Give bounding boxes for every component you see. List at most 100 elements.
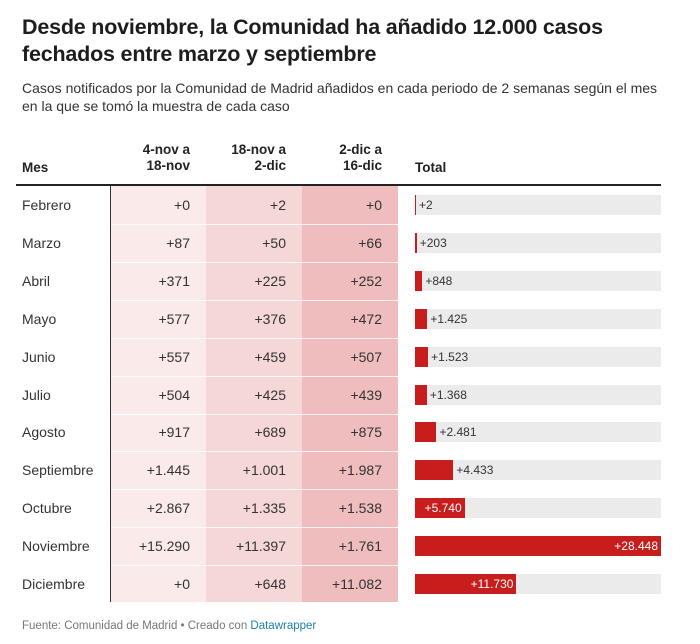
total-bar-track: +1.425: [415, 308, 661, 329]
period-1-value: +577: [158, 310, 190, 327]
total-bar: [415, 422, 437, 443]
total-bar-track: +203: [415, 232, 661, 253]
period-3-value: +472: [350, 310, 382, 327]
header-period-1-line2: 18-nov: [146, 158, 190, 173]
total-bar-track: +28.448: [415, 536, 661, 557]
total-bar-track: +848: [415, 270, 661, 291]
total-label: +2.481: [439, 425, 477, 440]
month-label: Mayo: [22, 310, 57, 327]
total-bar-track: +1.368: [415, 384, 661, 405]
total-bar: [415, 308, 428, 329]
total-bar-track: +1.523: [415, 346, 661, 367]
total-bar: [415, 270, 423, 291]
month-label: Diciembre: [22, 576, 86, 592]
column-1-background: [110, 186, 206, 602]
month-label: Junio: [22, 348, 56, 365]
table-row: Octubre +2.867 +1.335 +1.538 +5.740: [16, 489, 661, 529]
period-2-value: +425: [254, 386, 286, 403]
table-row: Febrero +0 +2 +0 +2: [16, 186, 661, 225]
total-bar-track: +11.730: [415, 574, 661, 594]
total-label: +203: [419, 235, 447, 250]
period-1-value: +2.867: [146, 500, 190, 517]
header-period-3-line2: 16-dic: [342, 158, 382, 173]
period-2-value: +648: [254, 576, 286, 592]
table-row: Septiembre +1.445 +1.001 +1.987 +4.433: [16, 451, 661, 491]
total-bar: [415, 232, 417, 253]
period-2-value: +689: [254, 424, 286, 441]
header-period-1-line1: 4-nov a: [142, 142, 190, 157]
total-bar: [415, 536, 661, 557]
total-label: +11.730: [470, 577, 514, 591]
column-divider: [110, 186, 111, 602]
header-period-2-line1: 18-nov a: [231, 142, 286, 157]
period-3-value: +252: [350, 272, 382, 289]
total-bar: [415, 346, 429, 367]
period-2-value: +50: [262, 234, 286, 251]
period-3-value: +0: [366, 197, 382, 213]
month-label: Marzo: [22, 234, 61, 251]
period-3-value: +507: [350, 348, 382, 365]
header-total: Total: [415, 160, 447, 175]
table-row: Julio +504 +425 +439 +1.368: [16, 376, 661, 415]
table-row: Agosto +917 +689 +875 +2.481: [16, 413, 661, 453]
period-1-value: +371: [158, 272, 190, 289]
total-bar-track: +5.740: [415, 498, 661, 519]
period-1-value: +557: [158, 348, 190, 365]
table-row: Noviembre +15.290 +11.397 +1.761 +28.448: [16, 527, 661, 567]
table-row: Junio +557 +459 +507 +1.523: [16, 338, 661, 377]
header-period-2-line2: 2-dic: [254, 158, 286, 173]
column-2-background: [206, 186, 302, 602]
table-row: Diciembre +0 +648 +11.082 +11.730: [16, 565, 661, 604]
total-label: +5.740: [424, 501, 462, 516]
total-bar: [415, 574, 517, 594]
chart-subtitle: Casos notificados por la Comunidad de Ma…: [22, 80, 658, 114]
period-1-value: +87: [166, 234, 190, 251]
table-row: Abril +371 +225 +252 +848: [16, 262, 661, 301]
period-3-value: +1.987: [338, 462, 382, 479]
period-1-value: +0: [174, 197, 190, 213]
table-row: Mayo +577 +376 +472 +1.425: [16, 300, 661, 339]
period-3-value: +875: [350, 424, 382, 441]
header-mes: Mes: [22, 160, 49, 175]
datawrapper-link[interactable]: Datawrapper: [250, 620, 317, 632]
header-period-3: 2-dic a 16-dic: [302, 142, 382, 174]
total-label: +1.425: [430, 311, 468, 326]
month-label: Febrero: [22, 197, 72, 213]
month-label: Julio: [22, 386, 51, 403]
period-2-value: +376: [254, 310, 286, 327]
footer-source: Fuente: Comunidad de Madrid • Creado con: [22, 620, 251, 632]
period-1-value: +1.445: [146, 462, 190, 479]
total-bar: [415, 384, 427, 405]
month-label: Agosto: [22, 424, 66, 441]
total-label: +4.433: [456, 463, 494, 478]
total-label: +848: [425, 273, 453, 288]
month-label: Noviembre: [22, 538, 90, 555]
period-3-value: +1.761: [338, 538, 382, 555]
period-1-value: +504: [158, 386, 190, 403]
total-bar-track: +2: [415, 195, 661, 215]
total-label: +1.523: [431, 349, 469, 364]
period-1-value: +0: [174, 576, 190, 592]
period-3-value: +439: [350, 386, 382, 403]
total-bar: [415, 498, 465, 519]
period-3-value: +11.082: [332, 576, 382, 592]
period-2-value: +2: [270, 197, 286, 213]
footer: Fuente: Comunidad de Madrid • Creado con…: [22, 620, 316, 632]
total-label: +1.368: [429, 387, 467, 402]
header-period-1: 4-nov a 18-nov: [110, 142, 190, 174]
total-bar: [415, 195, 416, 215]
month-label: Septiembre: [22, 462, 94, 479]
period-2-value: +11.397: [236, 538, 286, 555]
period-3-value: +1.538: [338, 500, 382, 517]
period-3-value: +66: [358, 234, 382, 251]
month-label: Abril: [22, 272, 51, 289]
total-bar-track: +2.481: [415, 422, 661, 443]
period-1-value: +15.290: [139, 538, 190, 555]
period-2-value: +459: [254, 348, 286, 365]
total-label: +28.448: [614, 539, 658, 554]
header-period-3-line1: 2-dic a: [339, 142, 382, 157]
column-3-background: [302, 186, 398, 602]
table-row: Marzo +87 +50 +66 +203: [16, 224, 661, 263]
total-bar: [415, 460, 454, 481]
